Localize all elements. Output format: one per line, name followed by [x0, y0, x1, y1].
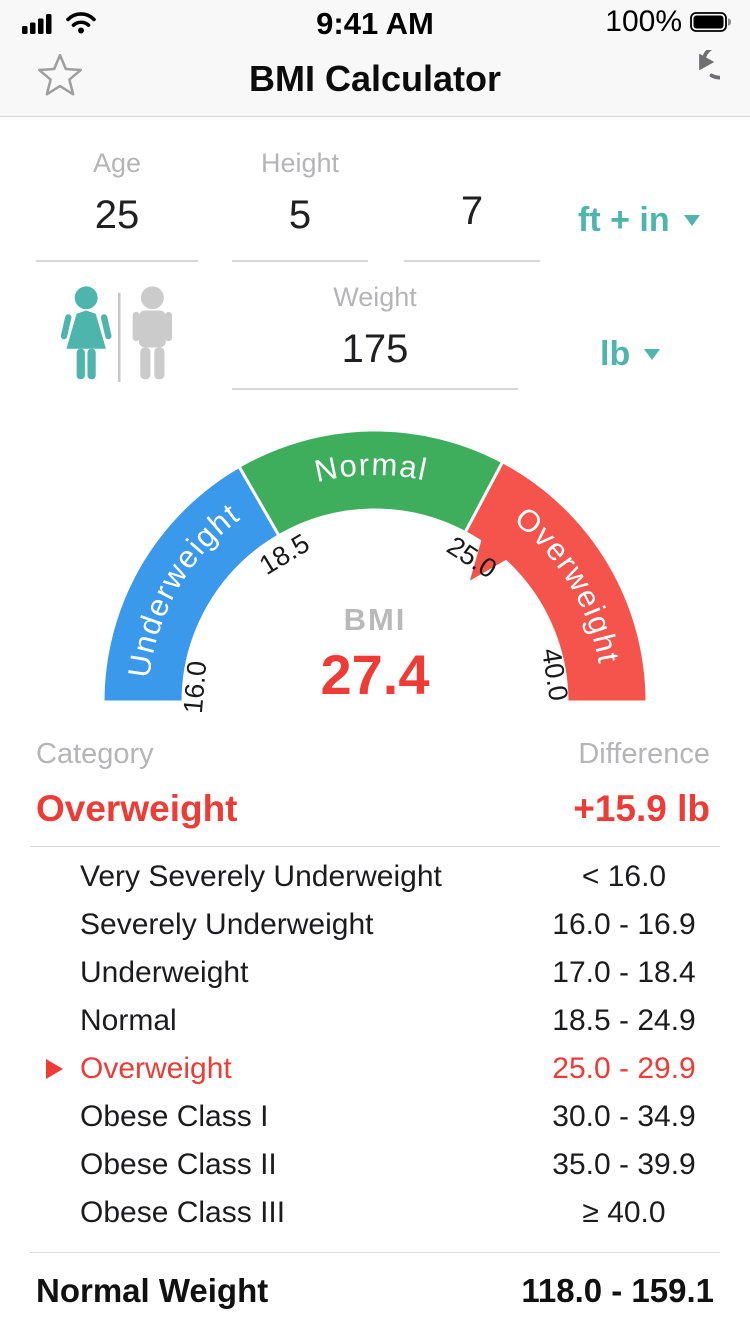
category-name: Obese Class I — [80, 1100, 269, 1133]
gauge-tick-16: 16.0 — [178, 660, 212, 712]
category-range: 16.0 - 16.9 — [552, 908, 696, 941]
table-row: Obese Class III ≥ 40.0 — [0, 1189, 750, 1237]
normal-weight-range: 118.0 - 159.1 — [521, 1272, 714, 1309]
weight-value[interactable]: 175 — [341, 327, 409, 371]
difference-result: +15.9 lb — [573, 788, 710, 829]
category-name: Underweight — [80, 956, 249, 989]
normal-weight-label: Normal Weight — [36, 1272, 269, 1309]
table-row: Severely Underweight 16.0 - 16.9 — [0, 901, 750, 949]
status-right: 100% — [605, 5, 732, 39]
bmi-gauge: Underweight Normal Overweight 16.0 18.5 … — [101, 428, 649, 712]
wifi-icon — [66, 12, 96, 34]
weight-field[interactable]: Weight 175 — [232, 282, 518, 390]
category-range: 25.0 - 29.9 — [552, 1052, 696, 1085]
category-header: Category — [36, 738, 154, 770]
height-label: Height — [260, 148, 340, 178]
weight-unit-value[interactable]: lb — [600, 334, 631, 373]
status-left — [22, 10, 98, 34]
category-name: Overweight — [80, 1052, 232, 1085]
height-feet-field[interactable]: Height 5 — [232, 148, 368, 262]
table-row-selected: Overweight 25.0 - 29.9 — [0, 1045, 750, 1093]
gauge-segment-overweight-with-pointer — [463, 459, 649, 704]
category-name: Obese Class III — [80, 1196, 286, 1229]
height-unit-value[interactable]: ft + in — [578, 200, 670, 239]
category-name: Severely Underweight — [80, 908, 374, 941]
category-name: Obese Class II — [80, 1148, 277, 1181]
divider — [30, 1252, 720, 1253]
top-bar: 9:41 AM 100% BMI Calculator — [0, 0, 750, 117]
category-range: 30.0 - 34.9 — [552, 1100, 696, 1133]
category-name: Normal — [80, 1004, 177, 1037]
age-value[interactable]: 25 — [94, 193, 140, 237]
height-inches-value[interactable]: 7 — [460, 189, 484, 233]
gauge-segment-normal — [236, 428, 505, 538]
male-icon[interactable] — [132, 286, 173, 380]
age-label: Age — [92, 148, 142, 178]
height-unit-dropdown[interactable]: ft + in — [578, 196, 700, 244]
table-row: Obese Class II 35.0 - 39.9 — [0, 1141, 750, 1189]
weight-unit-dropdown[interactable]: lb — [600, 330, 661, 378]
height-inches-field[interactable]: 7 — [404, 148, 540, 262]
category-name: Very Severely Underweight — [80, 860, 442, 893]
difference-header: Difference — [578, 738, 710, 770]
category-range: ≥ 40.0 — [582, 1196, 666, 1229]
bmi-value: 27.4 — [321, 643, 430, 706]
cell-signal-icon — [22, 14, 52, 34]
height-feet-value[interactable]: 5 — [288, 193, 312, 237]
category-range: 17.0 - 18.4 — [552, 956, 696, 989]
refresh-icon[interactable] — [672, 50, 720, 98]
table-row: Obese Class I 30.0 - 34.9 — [0, 1093, 750, 1141]
status-time: 9:41 AM — [316, 6, 434, 41]
gender-selector[interactable] — [48, 284, 188, 388]
female-icon-selected[interactable] — [60, 286, 112, 380]
table-row: Normal 18.5 - 24.9 — [0, 997, 750, 1045]
table-row: Underweight 17.0 - 18.4 — [0, 949, 750, 997]
chevron-down-icon — [683, 214, 700, 226]
battery-icon — [690, 12, 731, 32]
category-range: 18.5 - 24.9 — [552, 1004, 696, 1037]
bmi-category-table: Very Severely Underweight < 16.0 Severel… — [0, 853, 750, 1237]
category-range: < 16.0 — [581, 860, 667, 893]
nav-bar: BMI Calculator — [0, 44, 750, 116]
weight-label: Weight — [333, 282, 417, 312]
table-row: Very Severely Underweight < 16.0 — [0, 853, 750, 901]
category-range: 35.0 - 39.9 — [552, 1148, 696, 1181]
bmi-caption: BMI — [344, 602, 407, 637]
favorite-star-icon[interactable] — [36, 52, 84, 100]
divider — [30, 846, 720, 847]
selected-row-marker-icon — [46, 1059, 63, 1079]
status-bar: 9:41 AM 100% — [0, 0, 750, 44]
page-title: BMI Calculator — [248, 58, 502, 99]
age-field[interactable]: Age 25 — [36, 148, 198, 262]
battery-percent: 100% — [605, 5, 682, 38]
chevron-down-icon — [644, 348, 661, 360]
category-result: Overweight — [36, 788, 238, 829]
